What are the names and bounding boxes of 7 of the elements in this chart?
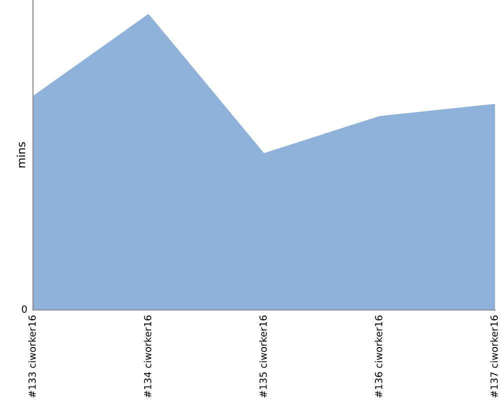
x-tick-label: #135 ciworker16: [259, 315, 267, 398]
x-tick-label: #134 ciworker16: [144, 315, 152, 398]
x-tick-label: #133 ciworker16: [28, 315, 36, 398]
text: 0: [22, 305, 27, 313]
x-tick-label: #136 ciworker16: [374, 315, 382, 398]
x-tick-label: #137 ciworker16: [490, 315, 498, 398]
y-axis-title: mins: [16, 142, 26, 168]
